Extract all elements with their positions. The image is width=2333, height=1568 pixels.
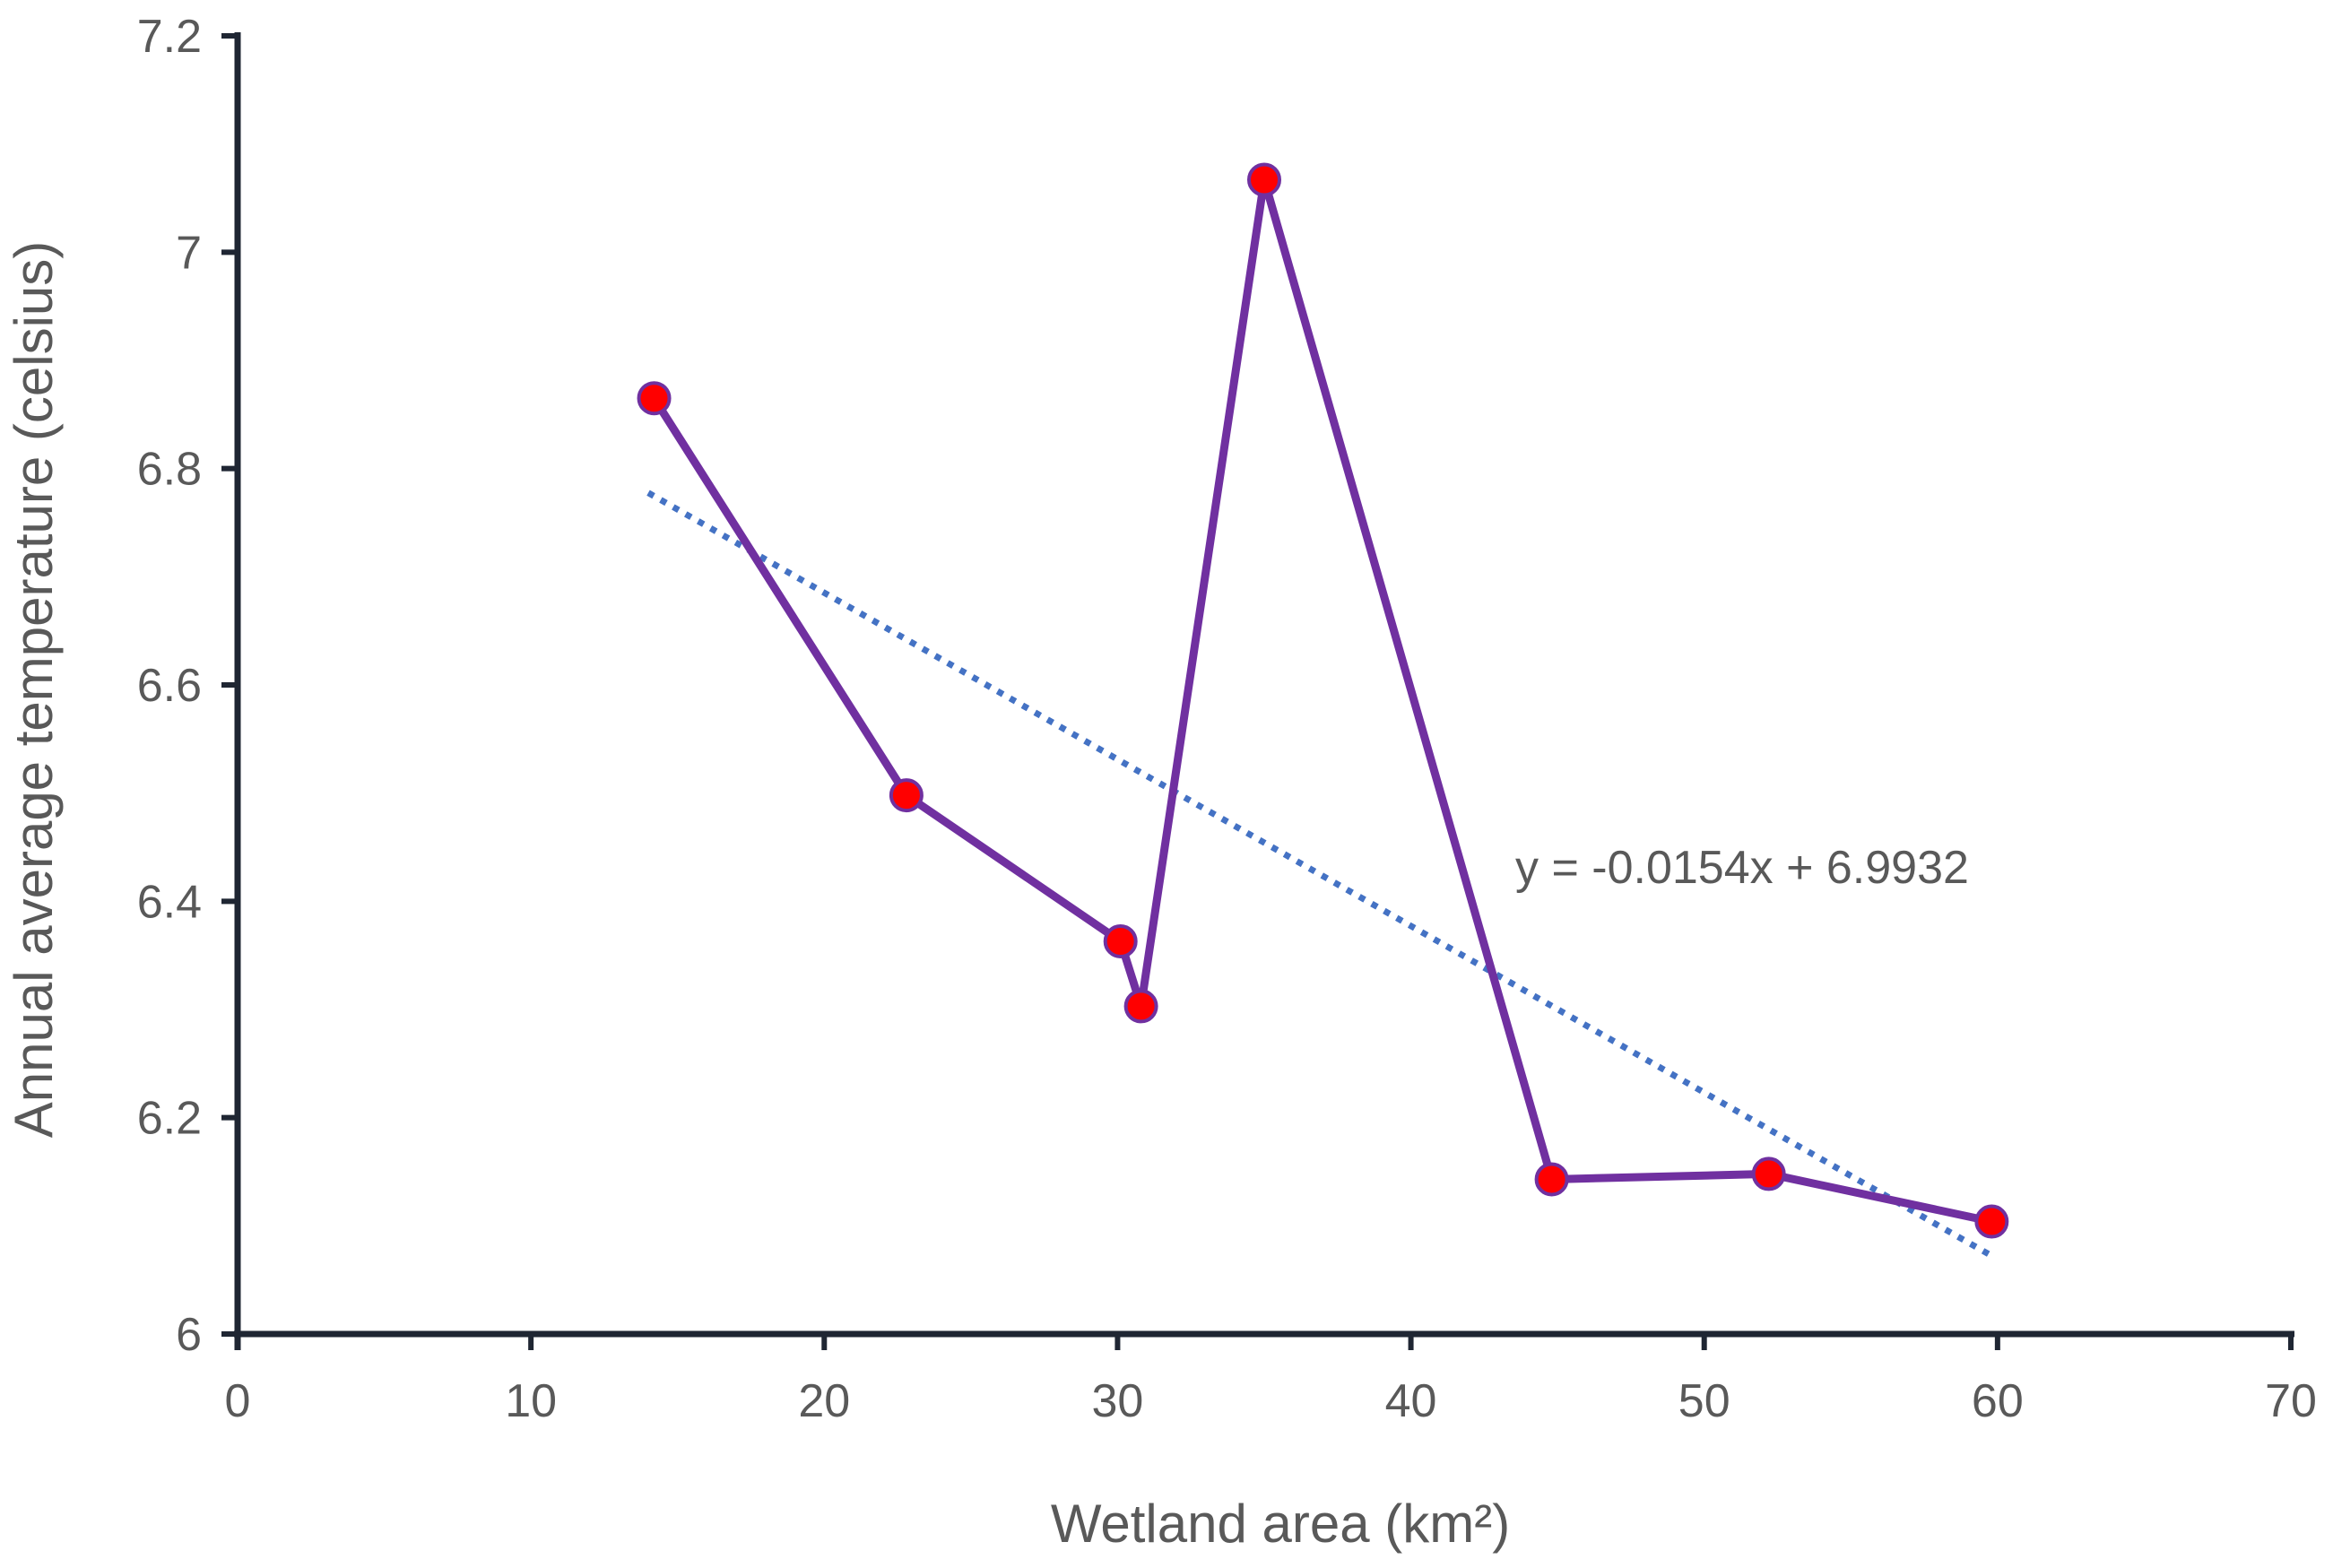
x-axis-title: Wetland area (km²) (1051, 1494, 1510, 1554)
series-layer (637, 162, 2009, 1239)
x-tick-label: 10 (505, 1375, 557, 1427)
labels-layer: Wetland area (km²) Annual average temper… (4, 241, 1969, 1554)
data-point (1534, 1162, 1569, 1197)
x-tick-label: 30 (1092, 1375, 1144, 1427)
data-point (1751, 1157, 1786, 1191)
data-point (889, 778, 924, 813)
y-tick-label: 6.6 (137, 660, 202, 712)
y-tick-label: 7 (176, 227, 202, 279)
x-tick-label: 50 (1678, 1375, 1730, 1427)
data-point (1247, 162, 1281, 197)
y-axis-title: Annual average temperature (celsius) (4, 241, 64, 1139)
y-tick-label: 7.2 (137, 11, 202, 63)
axes: 6 6.2 6.4 6.6 6.8 7 7.2 0 10 20 30 40 50 60 70 (137, 11, 2317, 1427)
y-tick-label: 6.2 (137, 1093, 202, 1145)
x-tick-label: 70 (2265, 1375, 2317, 1427)
x-tick-label: 20 (798, 1375, 850, 1427)
x-tick-label: 60 (1972, 1375, 2024, 1427)
data-point (1103, 923, 1138, 958)
y-tick-label: 6.8 (137, 444, 202, 496)
x-tick-label: 0 (225, 1375, 251, 1427)
x-tick-label: 40 (1385, 1375, 1437, 1427)
data-point (1974, 1204, 2009, 1239)
y-tick-label: 6 (176, 1309, 202, 1361)
trendline-equation: y = -0.0154x + 6.9932 (1515, 842, 1969, 894)
data-point (637, 381, 672, 416)
series-line (650, 175, 1996, 1226)
y-tick-label: 6.4 (137, 876, 202, 928)
data-point (1123, 989, 1158, 1024)
